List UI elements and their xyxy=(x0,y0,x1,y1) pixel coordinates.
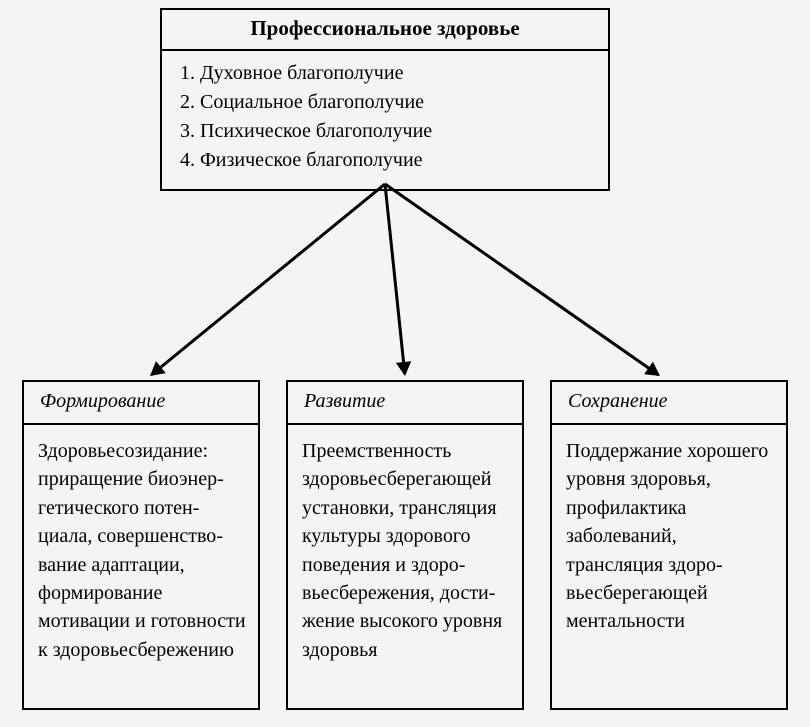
diagram-canvas: { "diagram": { "type": "tree", "backgrou… xyxy=(0,0,810,727)
child-box-formation: Формирование Здоровьесозидание: приращен… xyxy=(22,380,260,710)
root-title: Профессиональное здоровье xyxy=(162,10,608,51)
child-body: Преемственность здоровьесберегающей уста… xyxy=(288,425,522,676)
child-body: Поддержание хо­рошего уровня здо­ровья, … xyxy=(552,425,786,648)
root-item: 2. Социальное благополучие xyxy=(180,88,598,117)
child-box-development: Развитие Преемственность здоровьесберега… xyxy=(286,380,524,710)
child-box-preservation: Сохранение Поддержание хо­рошего уровня … xyxy=(550,380,788,710)
root-items: 1. Духовное благополучие 2. Социальное б… xyxy=(162,51,608,189)
root-item: 1. Духовное благополучие xyxy=(180,59,598,88)
child-body: Здоровьесозидание: приращение биоэнер­ге… xyxy=(24,425,258,676)
child-title: Развитие xyxy=(288,382,522,425)
root-box: Профессиональное здоровье 1. Духовное бл… xyxy=(160,8,610,191)
child-title: Формирование xyxy=(24,382,258,425)
child-title: Сохранение xyxy=(552,382,786,425)
root-item: 4. Физическое благополучие xyxy=(180,146,598,175)
root-item: 3. Психическое благополучие xyxy=(180,117,598,146)
